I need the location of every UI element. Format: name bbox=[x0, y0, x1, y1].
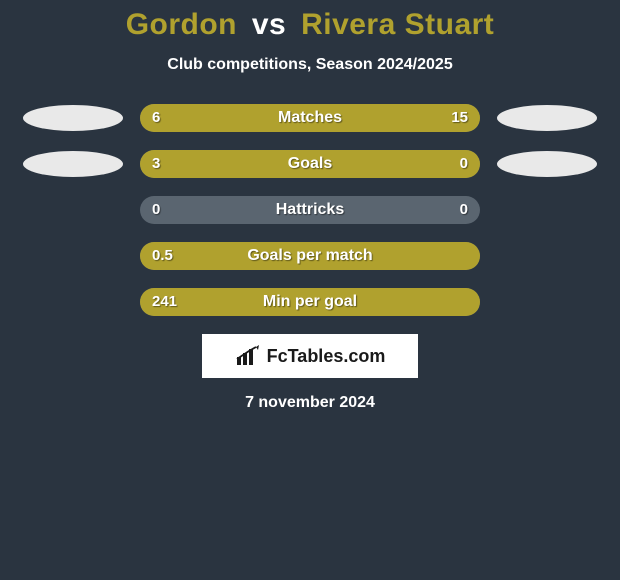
stat-bar: 0Hattricks0 bbox=[140, 196, 480, 224]
player2-badge bbox=[492, 104, 602, 132]
stat-bar: 0.5Goals per match bbox=[140, 242, 480, 270]
bars-icon bbox=[235, 345, 261, 367]
stats-list: 6Matches153Goals00Hattricks00.5Goals per… bbox=[0, 104, 620, 316]
page-title: Gordon vs Rivera Stuart bbox=[0, 8, 620, 42]
player2-badge bbox=[492, 150, 602, 178]
source-logo: FcTables.com bbox=[202, 334, 418, 378]
stat-row: 6Matches15 bbox=[0, 104, 620, 132]
stat-right-value: 15 bbox=[451, 104, 468, 132]
badge-spacer bbox=[18, 288, 128, 316]
badge-spacer bbox=[492, 288, 602, 316]
stat-bar: 241Min per goal bbox=[140, 288, 480, 316]
player1-badge bbox=[18, 104, 128, 132]
player1-badge bbox=[18, 150, 128, 178]
stat-right-value: 0 bbox=[460, 196, 468, 224]
stat-label: Goals per match bbox=[140, 242, 480, 270]
stat-row: 0.5Goals per match bbox=[0, 242, 620, 270]
logo-text: FcTables.com bbox=[267, 346, 386, 367]
player1-name: Gordon bbox=[126, 8, 237, 41]
subtitle: Club competitions, Season 2024/2025 bbox=[0, 56, 620, 74]
date-label: 7 november 2024 bbox=[0, 394, 620, 412]
badge-spacer bbox=[18, 242, 128, 270]
stat-right-value: 0 bbox=[460, 150, 468, 178]
stat-row: 3Goals0 bbox=[0, 150, 620, 178]
stat-label: Matches bbox=[140, 104, 480, 132]
vs-label: vs bbox=[252, 8, 286, 41]
player2-name: Rivera Stuart bbox=[301, 8, 494, 41]
stat-label: Goals bbox=[140, 150, 480, 178]
stat-bar: 6Matches15 bbox=[140, 104, 480, 132]
stat-bar: 3Goals0 bbox=[140, 150, 480, 178]
stat-row: 0Hattricks0 bbox=[0, 196, 620, 224]
stat-row: 241Min per goal bbox=[0, 288, 620, 316]
comparison-card: Gordon vs Rivera Stuart Club competition… bbox=[0, 0, 620, 412]
stat-label: Hattricks bbox=[140, 196, 480, 224]
stat-label: Min per goal bbox=[140, 288, 480, 316]
badge-spacer bbox=[492, 196, 602, 224]
badge-spacer bbox=[492, 242, 602, 270]
badge-spacer bbox=[18, 196, 128, 224]
